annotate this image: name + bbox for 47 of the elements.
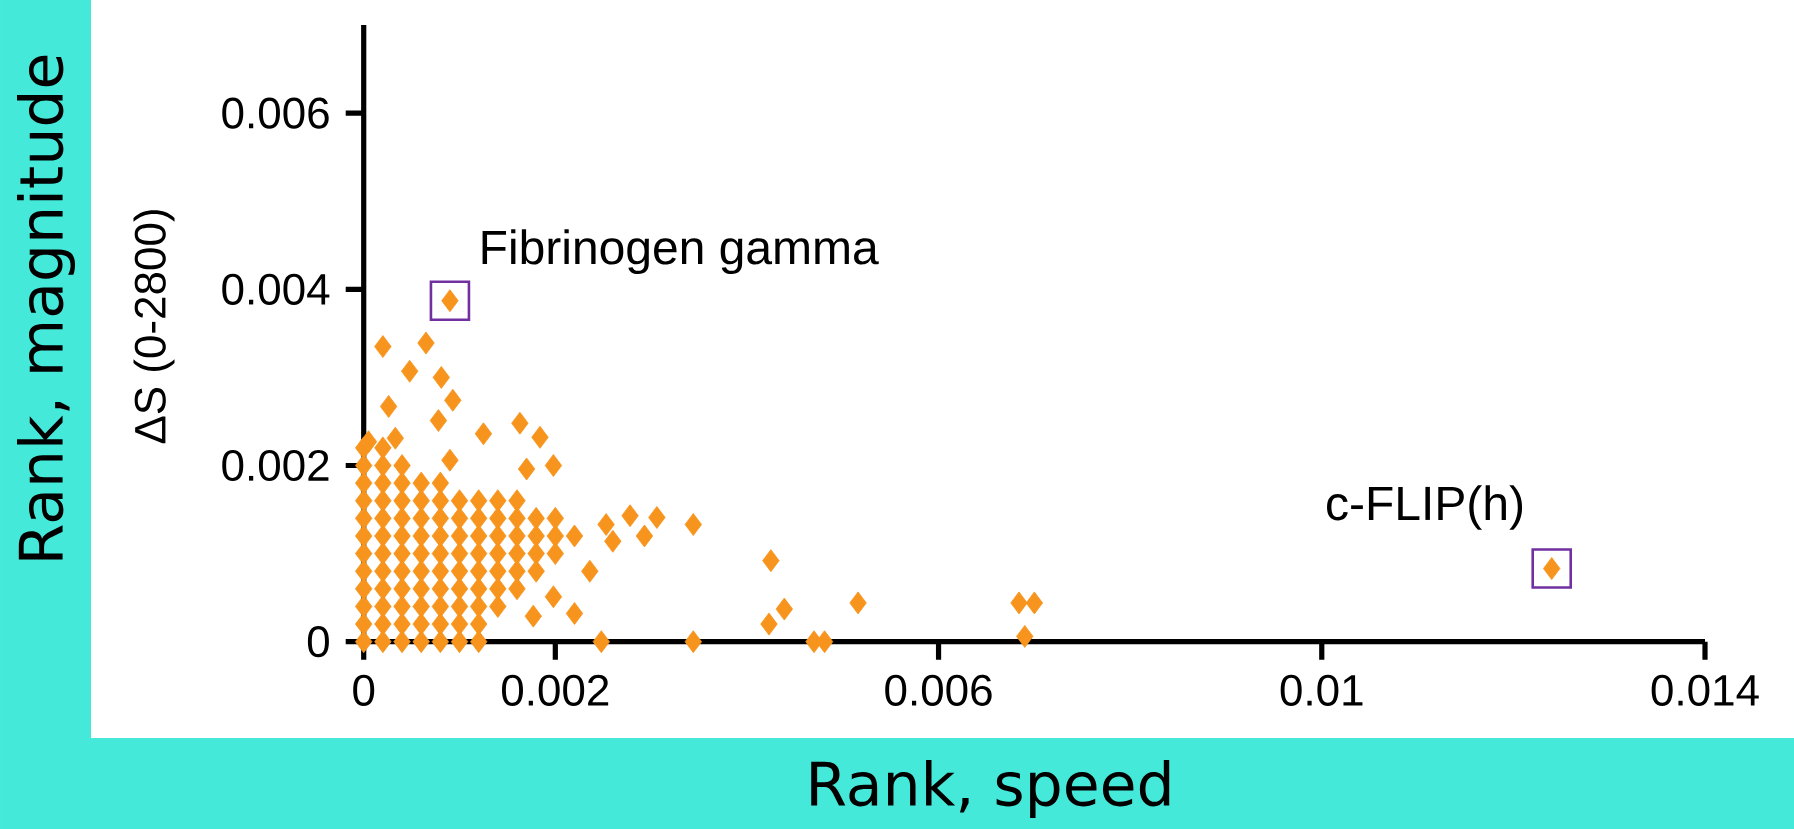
point [474, 422, 493, 446]
x-tick-label: 0.006 [885, 674, 992, 706]
point [417, 331, 435, 355]
point [531, 425, 549, 449]
point [684, 630, 702, 654]
point [401, 359, 419, 383]
point [581, 559, 599, 583]
x-axis-title: Rank, speed [811, 759, 1170, 819]
x-tick-label: 0.01 [1280, 674, 1363, 706]
point [762, 549, 780, 573]
point [379, 395, 398, 418]
y-tick-label: 0.004 [222, 273, 330, 305]
point [1025, 591, 1043, 615]
annotation: Fibrinogen gamma [482, 229, 879, 275]
point [1016, 625, 1034, 648]
point [684, 513, 702, 536]
point [565, 602, 584, 625]
point [441, 448, 459, 472]
point [775, 597, 793, 621]
x-tick-label: 0 [353, 674, 375, 706]
point [432, 365, 450, 389]
y-tick-label: 0.006 [222, 97, 329, 129]
text: Rank, magnitude [16, 55, 76, 560]
x-tick-label: 0.002 [502, 674, 609, 706]
point [592, 630, 610, 654]
point [621, 504, 639, 528]
point [604, 529, 622, 553]
point [597, 513, 615, 536]
point [648, 506, 666, 529]
point [760, 612, 778, 636]
point [544, 454, 563, 477]
point [1010, 591, 1028, 615]
point [517, 457, 536, 481]
point [849, 591, 867, 615]
x-tick-label: 0.014 [1651, 674, 1759, 706]
point [386, 426, 404, 450]
point [635, 524, 654, 548]
y-tick-label: 0.002 [222, 449, 329, 482]
point [511, 411, 529, 435]
point [444, 388, 462, 412]
point [524, 604, 542, 628]
point [544, 585, 563, 609]
annotation: c-FLIP(h) [1327, 485, 1523, 530]
point [429, 409, 448, 432]
y-tick-label: 0 [307, 626, 329, 658]
point [374, 335, 392, 358]
y-axis-title: ΔS (0-2800) [133, 210, 175, 444]
